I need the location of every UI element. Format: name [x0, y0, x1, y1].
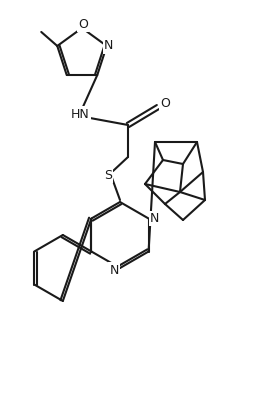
Text: O: O [160, 96, 170, 110]
Text: O: O [78, 17, 88, 30]
Text: S: S [104, 169, 112, 182]
Text: N: N [104, 40, 113, 52]
Text: HN: HN [71, 108, 89, 120]
Text: N: N [109, 264, 119, 276]
Text: N: N [150, 212, 159, 225]
